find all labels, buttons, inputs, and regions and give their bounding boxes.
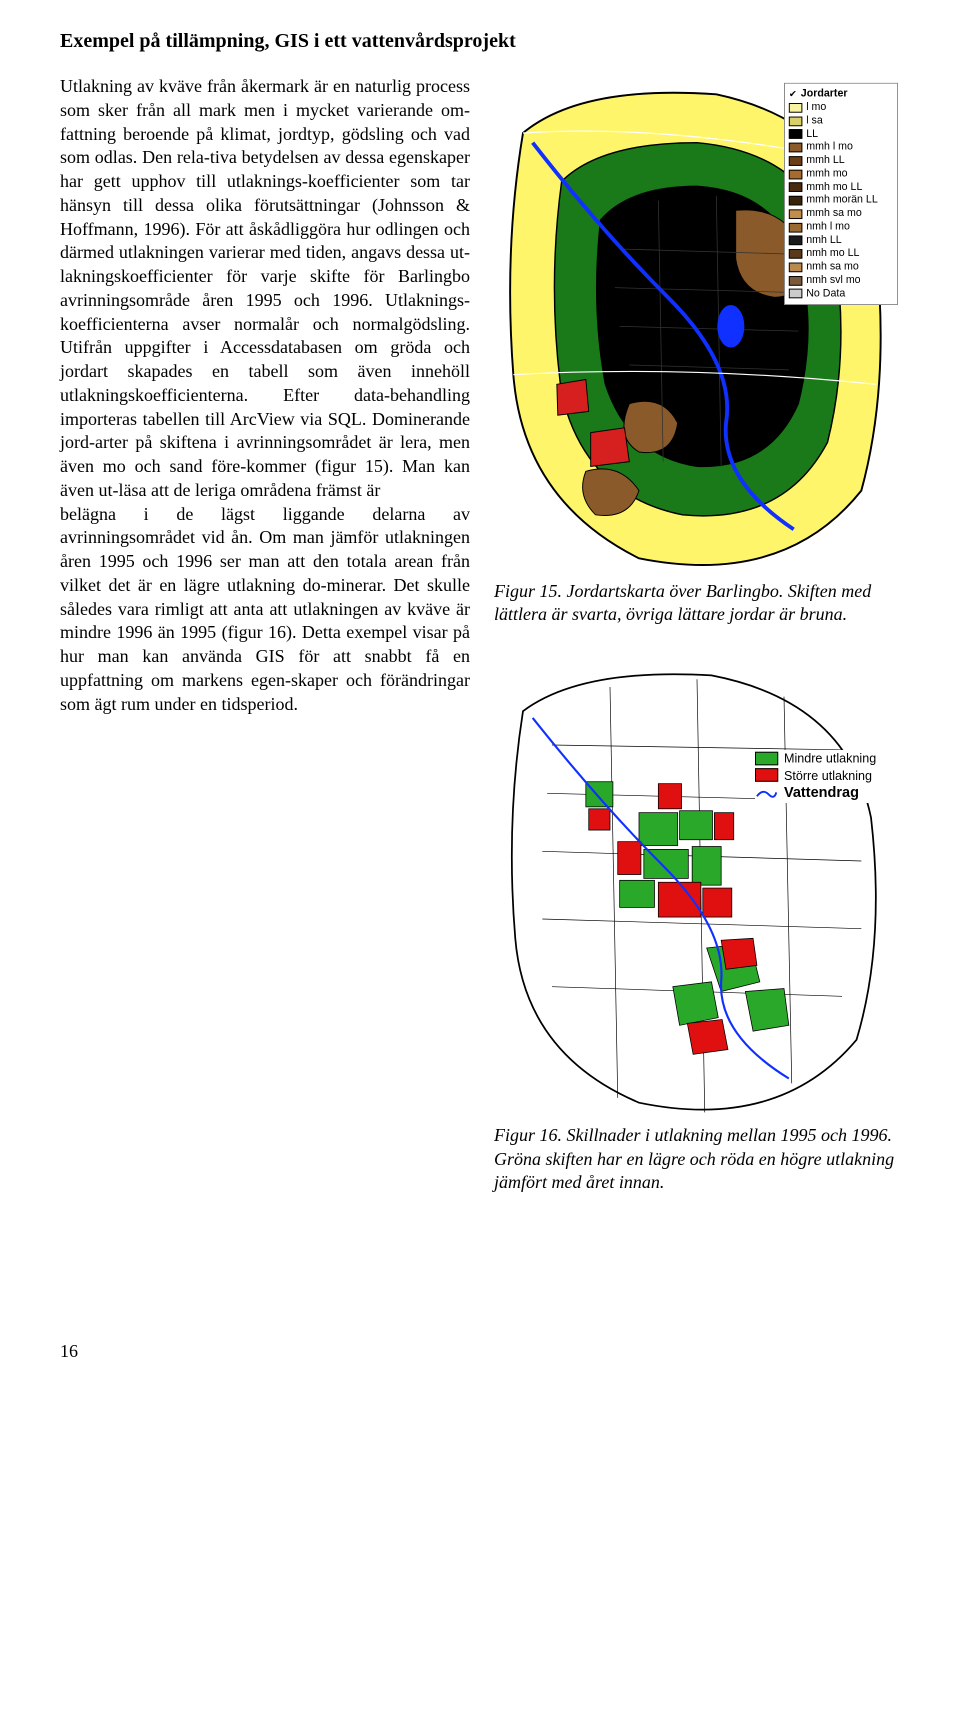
leaching-diff-map-svg: Mindre utlakning Större utlakning Vatten… xyxy=(494,658,900,1122)
legend-swatch xyxy=(789,169,803,179)
legend-swatch xyxy=(789,196,803,206)
legend-item-label: mmh sa mo xyxy=(806,207,862,220)
legend-swatch xyxy=(789,209,803,219)
legend-item-label: mmh l mo xyxy=(806,141,853,154)
legend-row: mmh LL xyxy=(789,154,891,167)
legend-row: nmh l mo xyxy=(789,221,891,234)
legend-item-label: nmh svl mo xyxy=(806,274,860,287)
legend-swatch xyxy=(789,116,803,126)
legend-item-label: No Data xyxy=(806,287,845,300)
soil-map-svg: ✔ Jordarter l mol saLLmmh l mommh LLmmh … xyxy=(494,75,900,578)
legend-item-label: l mo xyxy=(806,101,826,114)
paragraph-1: Utlakning av kväve från åkermark är en n… xyxy=(60,75,470,503)
legend-label-less: Mindre utlakning xyxy=(784,750,876,767)
legend-row: mmh mo LL xyxy=(789,181,891,194)
legend-swatch xyxy=(789,276,803,286)
legend-swatch-more xyxy=(755,769,778,783)
legend-item-label: nmh mo LL xyxy=(806,247,859,260)
legend-swatch xyxy=(789,289,803,299)
legend-label-more: Större utlakning xyxy=(784,767,872,784)
legend-item-label: mmh morän LL xyxy=(806,194,878,207)
legend-swatch xyxy=(789,236,803,246)
red-patch-1 xyxy=(591,428,630,467)
article-body: Utlakning av kväve från åkermark är en n… xyxy=(60,75,470,716)
legend-row: mmh l mo xyxy=(789,141,891,154)
legend-item-label: nmh LL xyxy=(806,234,841,247)
legend-row: l sa xyxy=(789,114,891,127)
legend-swatch xyxy=(789,223,803,233)
legend-water-icon xyxy=(755,787,778,801)
legend-row: mmh mo xyxy=(789,168,891,181)
legend-swatch xyxy=(789,143,803,153)
content-columns: Utlakning av kväve från åkermark är en n… xyxy=(60,75,900,1221)
legend-label-water: Vattendrag xyxy=(784,784,859,804)
legend-swatch xyxy=(789,103,803,113)
paragraph-2: belägna i de lägst liggande delarna av a… xyxy=(60,503,470,717)
legend-title: Jordarter xyxy=(801,88,848,100)
legend-item-label: mmh mo LL xyxy=(806,181,862,194)
legend-swatch xyxy=(789,249,803,259)
legend-item-label: mmh LL xyxy=(806,154,844,167)
figure-15-caption: Figur 15. Jordartskarta över Barlingbo. … xyxy=(494,580,900,627)
legend-swatch xyxy=(789,183,803,193)
legend-row: mmh morän LL xyxy=(789,194,891,207)
legend-item-label: l sa xyxy=(806,114,823,127)
legend-row: nmh LL xyxy=(789,234,891,247)
legend-row: nmh mo LL xyxy=(789,247,891,260)
legend-row: LL xyxy=(789,128,891,141)
legend-row: No Data xyxy=(789,287,891,300)
legend-swatch xyxy=(789,156,803,166)
legend-row: nmh svl mo xyxy=(789,274,891,287)
legend-item-label: nmh sa mo xyxy=(806,261,859,274)
legend-item-label: mmh mo xyxy=(806,168,847,181)
lake xyxy=(717,305,744,348)
legend-swatch xyxy=(789,262,803,272)
legend-swatch xyxy=(789,129,803,139)
figure-16-caption: Figur 16. Skillnader i utlakning mellan … xyxy=(494,1124,900,1194)
legend-row: l mo xyxy=(789,101,891,114)
legend-row: nmh sa mo xyxy=(789,261,891,274)
legend-row: mmh sa mo xyxy=(789,207,891,220)
figure-15: ✔ Jordarter l mol saLLmmh l mommh LLmmh … xyxy=(494,75,900,652)
legend-jordarter: ✔ Jordarter l mol saLLmmh l mommh LLmmh … xyxy=(784,83,898,305)
legend-swatch-less xyxy=(755,752,778,766)
legend-item-label: nmh l mo xyxy=(806,221,850,234)
page-number: 16 xyxy=(60,1341,900,1362)
page-title: Exempel på tillämpning, GIS i ett vatten… xyxy=(60,30,900,53)
legend-check-icon: ✔ xyxy=(789,89,797,100)
figure-16: Mindre utlakning Större utlakning Vatten… xyxy=(494,658,900,1220)
figures-column: ✔ Jordarter l mol saLLmmh l mommh LLmmh … xyxy=(494,75,900,1221)
legend-utlakning: Mindre utlakning Större utlakning Vatten… xyxy=(755,750,900,803)
red-patch-2 xyxy=(557,379,589,415)
legend-item-label: LL xyxy=(806,128,818,141)
